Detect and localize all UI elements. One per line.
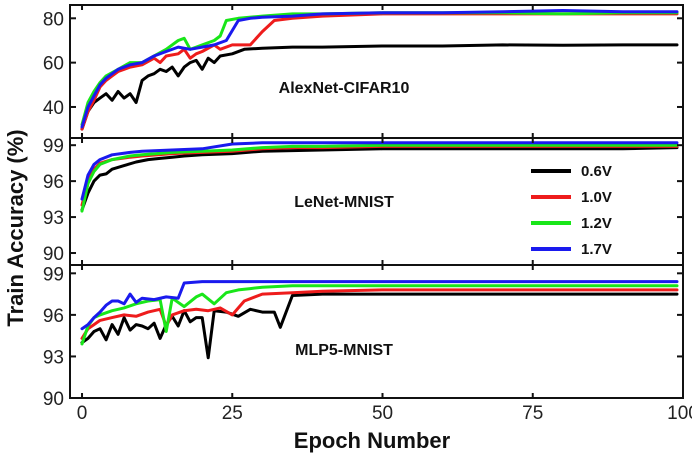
panel-0: 40 60 80 AlexNet-CIFAR10	[43, 4, 684, 139]
y-axis-title: Train Accuracy (%)	[3, 129, 28, 326]
y-tick-label-2-2: 96	[43, 306, 64, 327]
series-line-1-2V-panel-1	[80, 143, 679, 213]
y-tick-label-1-2: 96	[43, 172, 64, 193]
y-tick-label-0-0: 40	[43, 98, 64, 119]
x-tick-label-1: 25	[222, 403, 243, 424]
series-line-0-6V-panel-0	[80, 43, 679, 131]
legend-label-1-2V: 1.2V	[581, 215, 612, 232]
legend-label-1-0V: 1.0V	[581, 189, 612, 206]
legend-label-0-6V: 0.6V	[581, 163, 612, 180]
y-tick-label-1-3: 99	[43, 136, 64, 157]
y-tick-label-1-1: 93	[43, 208, 64, 229]
panel-title-0: AlexNet-CIFAR10	[279, 80, 410, 97]
series-line-1-0V-panel-2	[80, 288, 679, 340]
series-line-1-7V-panel-0	[80, 9, 679, 129]
series-line-0-6V-panel-2	[80, 292, 679, 360]
legend-label-1-7V: 1.7V	[581, 241, 612, 258]
series-line-0-6V-panel-1	[80, 146, 679, 212]
panel-frame-2	[69, 264, 684, 399]
y-tick-label-0-2: 80	[43, 9, 64, 30]
x-tick-label-4: 100	[667, 403, 692, 424]
x-tick-label-2: 50	[372, 403, 393, 424]
legend: 0.6V 1.0V 1.2V 1.7V	[531, 163, 612, 258]
panel-2: 90 93 96 99 MLP5-MNIST	[43, 264, 684, 410]
y-tick-label-1-0: 90	[43, 244, 64, 265]
y-tick-label-0-1: 60	[43, 54, 64, 75]
y-tick-label-2-3: 99	[43, 264, 64, 285]
series-line-1-2V-panel-2	[80, 284, 679, 346]
panel-title-2: MLP5-MNIST	[295, 342, 393, 359]
x-tick-label-3: 75	[522, 403, 543, 424]
series-line-1-7V-panel-1	[80, 141, 679, 201]
series-line-1-7V-panel-2	[80, 280, 679, 331]
y-tick-label-2-0: 90	[43, 389, 64, 410]
panel-title-1: LeNet-MNIST	[294, 194, 394, 211]
x-tick-label-0: 0	[77, 403, 88, 424]
plot-panels: 40 60 80 AlexNet-CIFAR10 90 93 96 99 LeNet-MNIST…	[43, 4, 692, 424]
panel-1: 90 93 96 99 LeNet-MNIST	[43, 136, 684, 266]
series-line-1-0V-panel-0	[80, 12, 679, 131]
x-axis-title: Epoch Number	[294, 428, 451, 453]
y-tick-label-2-1: 93	[43, 347, 64, 368]
